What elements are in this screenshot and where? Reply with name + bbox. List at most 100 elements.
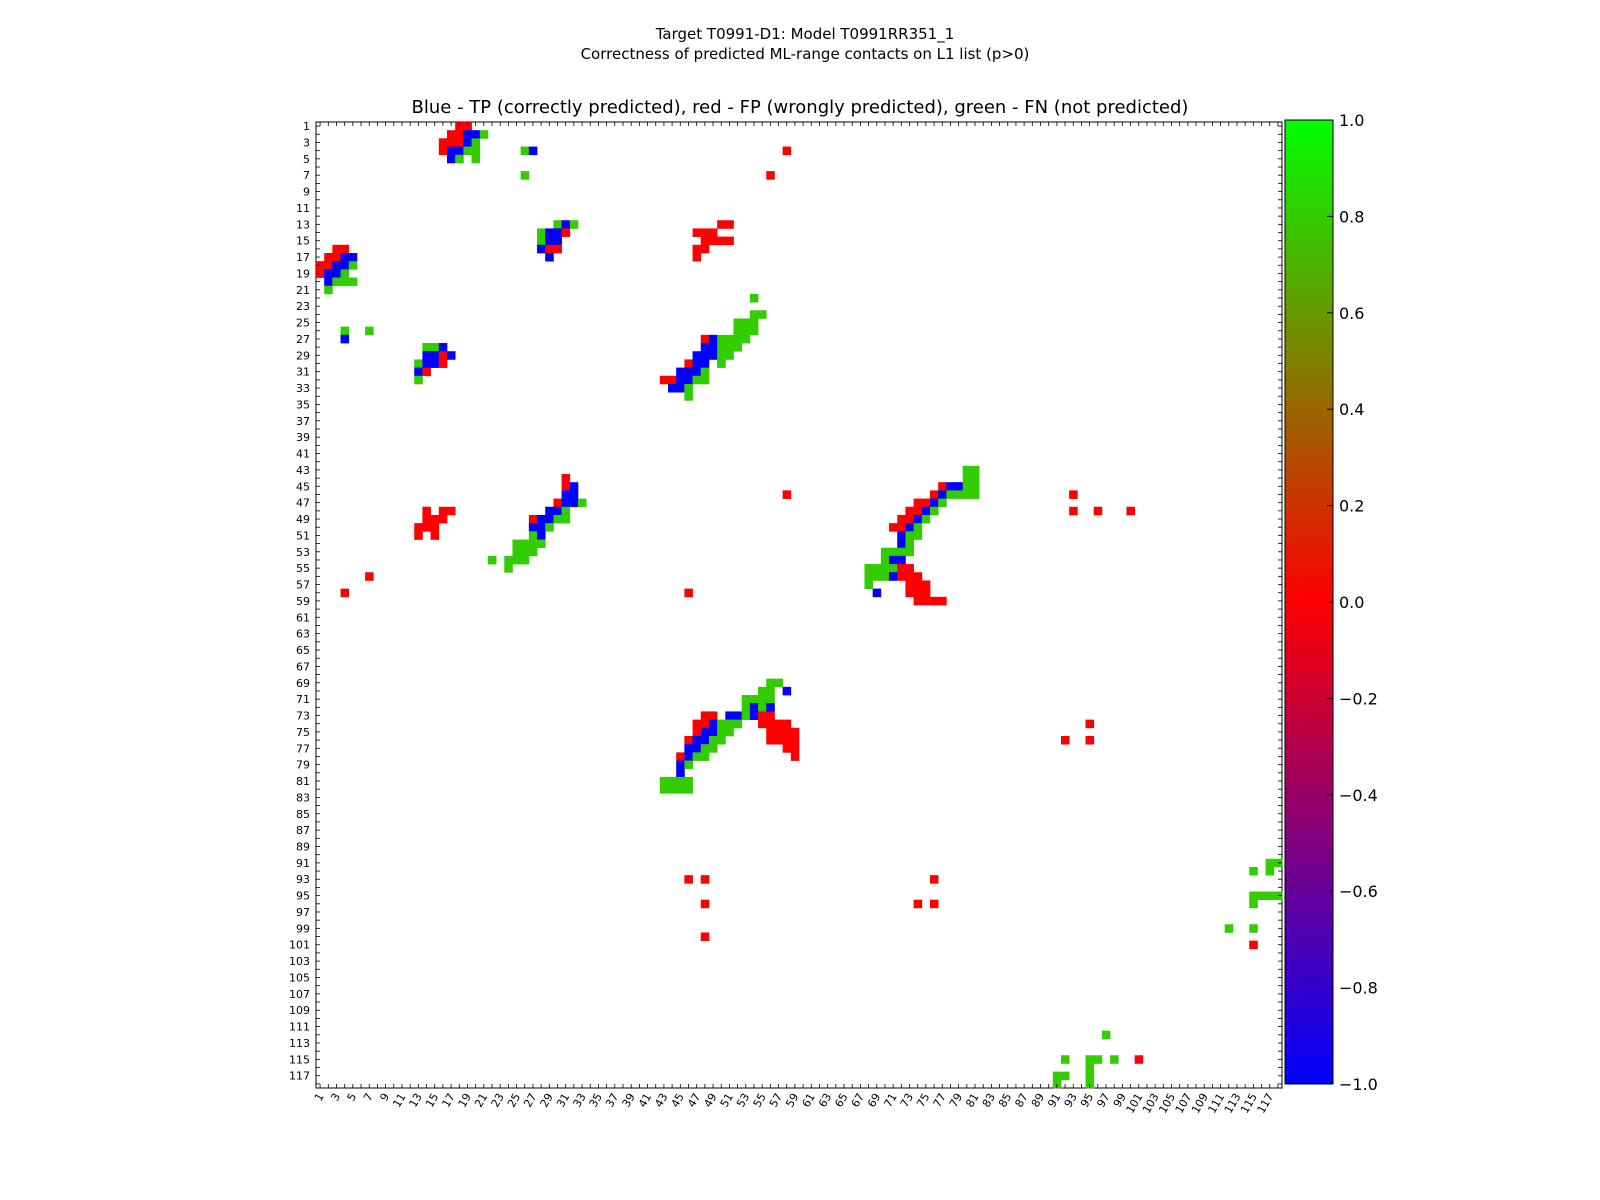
y-tick-label: 85 (296, 808, 310, 821)
y-tick-label: 81 (296, 775, 310, 788)
cell-fn (970, 482, 980, 491)
cell-tp (684, 367, 693, 377)
x-tick-label: 41 (636, 1091, 654, 1110)
cell-fn (1110, 1055, 1119, 1064)
cell-fn (897, 547, 906, 557)
x-tick-label: 53 (734, 1091, 752, 1110)
cell-fp (414, 531, 423, 540)
cell-tp (708, 727, 718, 737)
cell-fp (561, 474, 571, 483)
cell-tp (725, 711, 734, 720)
x-tick-label: 83 (980, 1091, 998, 1110)
x-tick-label: 55 (751, 1091, 769, 1110)
x-tick-label: 51 (718, 1091, 736, 1110)
x-tick-label: 103 (1140, 1091, 1162, 1116)
cell-tp (324, 277, 333, 287)
cell-tp (332, 261, 341, 270)
cell-fn (692, 375, 702, 385)
y-tick-label: 5 (303, 153, 310, 166)
cell-fp (766, 711, 775, 720)
cell-tp (684, 752, 693, 761)
cell-fp (790, 752, 800, 761)
y-tick-label: 83 (296, 791, 310, 804)
cell-fn (430, 343, 440, 352)
cell-fp (316, 261, 325, 270)
cell-tp (889, 572, 898, 581)
x-tick-label: 97 (1094, 1091, 1112, 1110)
cell-fn (1052, 1071, 1062, 1081)
cell-fn (717, 343, 726, 352)
cell-fn (512, 539, 522, 549)
cell-fp (324, 252, 333, 262)
cell-fp (774, 727, 783, 737)
cell-tp (553, 228, 562, 237)
cell-tp (708, 719, 718, 729)
cell-tp (782, 686, 792, 696)
cell-fn (1265, 866, 1275, 876)
cell-fn (348, 277, 358, 287)
y-tick-label: 65 (296, 644, 310, 657)
cell-fn (733, 719, 743, 729)
cell-tp (946, 482, 955, 491)
cell-tp (938, 490, 947, 499)
x-tick-label: 85 (996, 1091, 1014, 1110)
cell-fn (708, 744, 718, 753)
cell-tp (872, 588, 882, 598)
cell-fn (970, 474, 980, 483)
cell-tp (700, 735, 710, 745)
y-tick-label: 109 (289, 1004, 310, 1017)
cell-fp (561, 228, 571, 237)
cell-fp (790, 744, 800, 753)
cell-fn (1249, 924, 1258, 933)
cell-fp (1069, 506, 1078, 516)
cell-fp (782, 146, 792, 156)
y-tick-label: 117 (289, 1070, 310, 1083)
x-tick-label: 81 (963, 1091, 981, 1110)
cell-tp (668, 383, 677, 393)
cell-fp (446, 130, 456, 139)
cell-tp (766, 703, 775, 712)
x-tick-label: 73 (898, 1091, 916, 1110)
colorbar-tick-label: 0.6 (1339, 304, 1364, 323)
cell-fp (774, 735, 783, 745)
x-tick-label: 105 (1156, 1091, 1178, 1116)
x-tick-label: 21 (472, 1091, 490, 1110)
x-tick-label: 111 (1205, 1091, 1227, 1116)
cell-fp (438, 146, 448, 156)
y-tick-label: 13 (296, 218, 310, 231)
cell-fp (1085, 719, 1095, 729)
cell-fn (880, 547, 890, 557)
cell-fn (970, 490, 980, 499)
cell-fn (1101, 1030, 1111, 1040)
cell-fn (479, 130, 489, 139)
x-tick-label: 13 (407, 1091, 425, 1110)
cell-fp (438, 351, 448, 360)
y-tick-label: 7 (303, 169, 310, 182)
cell-fn (962, 482, 972, 491)
cell-fp (921, 588, 931, 598)
cell-tp (537, 523, 546, 532)
cell-fn (1265, 858, 1275, 868)
x-tick-label: 93 (1062, 1091, 1080, 1110)
y-tick-label: 41 (296, 448, 310, 461)
cell-fn (1060, 1071, 1070, 1081)
cell-fn (905, 539, 914, 549)
cell-fn (455, 154, 464, 164)
cell-fn (348, 261, 358, 270)
cell-fp (528, 514, 538, 524)
cell-fp (758, 711, 767, 720)
cell-fp (684, 735, 693, 745)
cell-fp (463, 122, 472, 131)
cell-fn (700, 367, 710, 377)
cell-fn (1093, 1055, 1103, 1064)
y-tick-label: 47 (296, 497, 310, 510)
cell-tp (929, 498, 939, 508)
y-tick-label: 45 (296, 480, 310, 493)
cell-fn (1265, 891, 1275, 901)
y-tick-label: 3 (303, 136, 310, 149)
cell-tp (692, 351, 702, 360)
y-tick-label: 27 (296, 333, 310, 346)
cell-fn (692, 752, 702, 761)
y-tick-label: 39 (296, 431, 310, 444)
